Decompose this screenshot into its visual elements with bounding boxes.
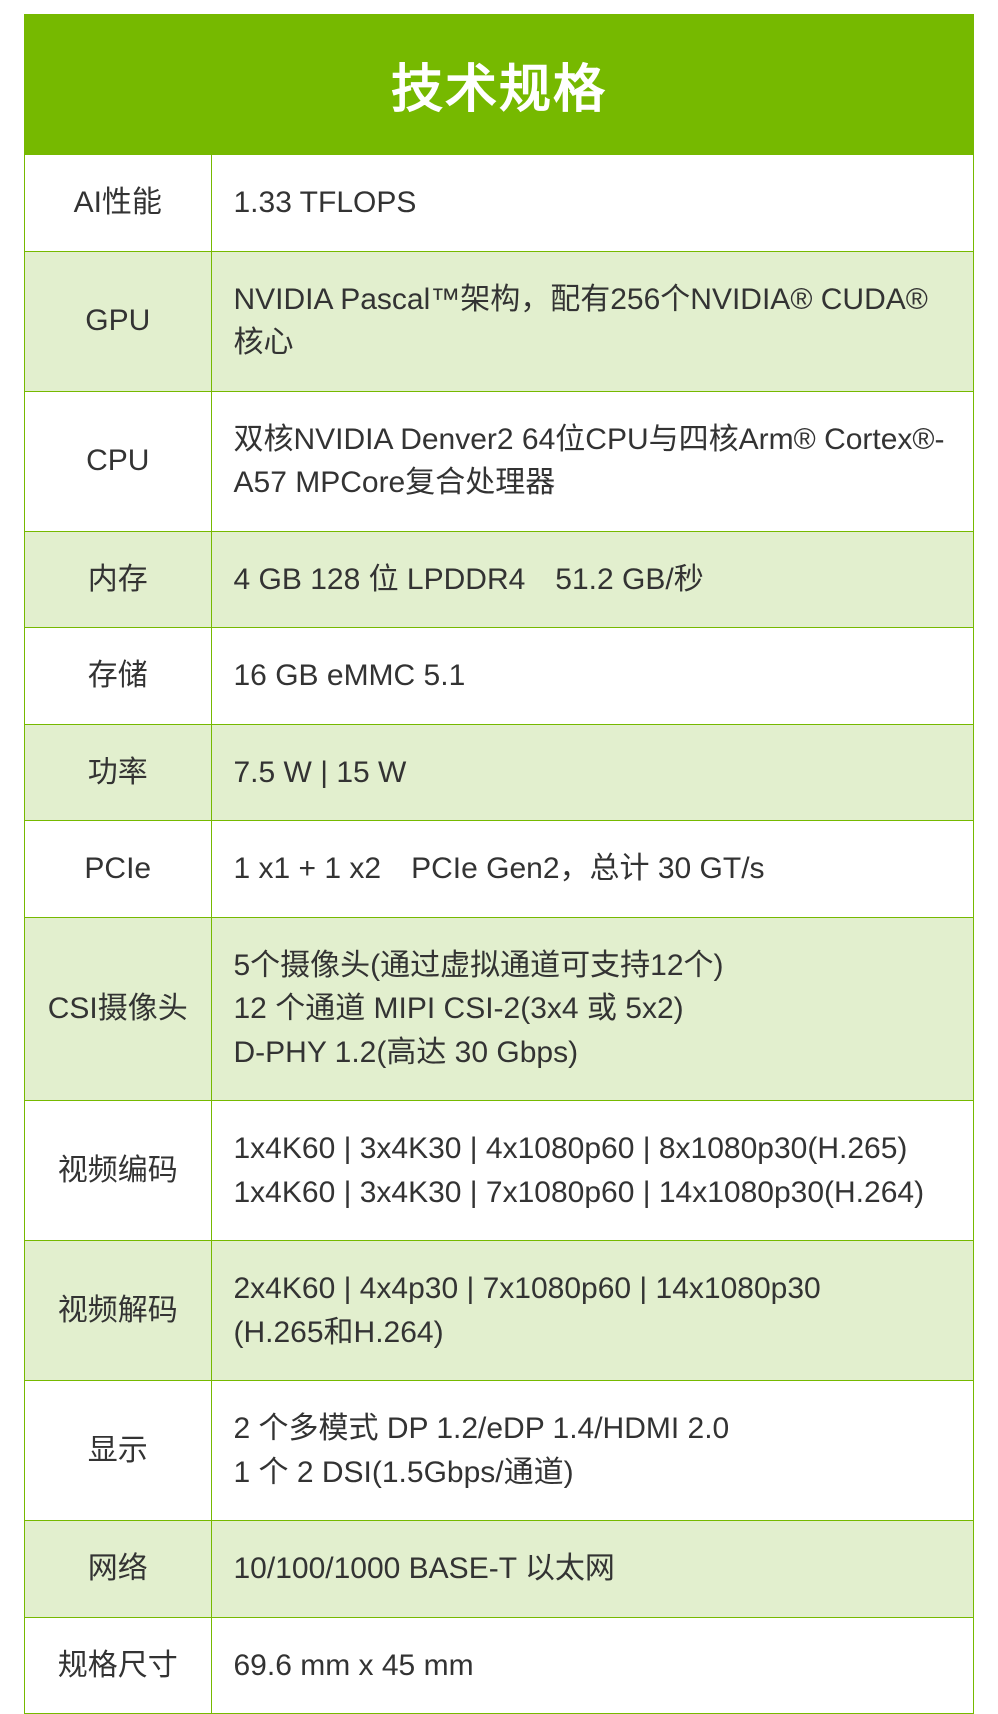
spec-row-label: GPU xyxy=(25,251,211,391)
spec-row-value: 双核NVIDIA Denver2 64位CPU与四核Arm® Cortex®-A… xyxy=(211,391,973,531)
spec-row-value: 5个摄像头(通过虚拟通道可支持12个)12 个通道 MIPI CSI-2(3x4… xyxy=(211,917,973,1101)
table-row: CSI摄像头5个摄像头(通过虚拟通道可支持12个)12 个通道 MIPI CSI… xyxy=(25,917,973,1101)
table-row: 功率7.5 W | 15 W xyxy=(25,724,973,821)
spec-container: 技术规格 AI性能1.33 TFLOPSGPUNVIDIA Pascal™架构，… xyxy=(24,14,974,1714)
spec-table-body: AI性能1.33 TFLOPSGPUNVIDIA Pascal™架构，配有256… xyxy=(25,155,973,1714)
spec-row-value: 69.6 mm x 45 mm xyxy=(211,1617,973,1713)
spec-table: AI性能1.33 TFLOPSGPUNVIDIA Pascal™架构，配有256… xyxy=(25,154,973,1713)
spec-row-label: 规格尺寸 xyxy=(25,1617,211,1713)
spec-row-label: CSI摄像头 xyxy=(25,917,211,1101)
table-row: 存储16 GB eMMC 5.1 xyxy=(25,628,973,725)
spec-row-label: 功率 xyxy=(25,724,211,821)
table-row: 显示2 个多模式 DP 1.2/eDP 1.4/HDMI 2.01 个 2 DS… xyxy=(25,1381,973,1521)
spec-row-label: CPU xyxy=(25,391,211,531)
table-row: 视频解码2x4K60 | 4x4p30 | 7x1080p60 | 14x108… xyxy=(25,1241,973,1381)
table-row: GPUNVIDIA Pascal™架构，配有256个NVIDIA® CUDA® … xyxy=(25,251,973,391)
spec-row-value: 4 GB 128 位 LPDDR4 51.2 GB/秒 xyxy=(211,531,973,628)
spec-row-value: NVIDIA Pascal™架构，配有256个NVIDIA® CUDA® 核心 xyxy=(211,251,973,391)
spec-row-label: PCIe xyxy=(25,821,211,918)
spec-row-value: 2x4K60 | 4x4p30 | 7x1080p60 | 14x1080p30… xyxy=(211,1241,973,1381)
spec-row-value: 7.5 W | 15 W xyxy=(211,724,973,821)
table-row: CPU双核NVIDIA Denver2 64位CPU与四核Arm® Cortex… xyxy=(25,391,973,531)
spec-row-label: 网络 xyxy=(25,1521,211,1618)
table-row: 视频编码1x4K60 | 3x4K30 | 4x1080p60 | 8x1080… xyxy=(25,1101,973,1241)
spec-row-value: 16 GB eMMC 5.1 xyxy=(211,628,973,725)
spec-row-value: 2 个多模式 DP 1.2/eDP 1.4/HDMI 2.01 个 2 DSI(… xyxy=(211,1381,973,1521)
table-row: 内存4 GB 128 位 LPDDR4 51.2 GB/秒 xyxy=(25,531,973,628)
spec-row-value: 1 x1 + 1 x2 PCIe Gen2，总计 30 GT/s xyxy=(211,821,973,918)
spec-row-label: 显示 xyxy=(25,1381,211,1521)
spec-row-label: AI性能 xyxy=(25,155,211,252)
spec-row-label: 内存 xyxy=(25,531,211,628)
table-row: 规格尺寸69.6 mm x 45 mm xyxy=(25,1617,973,1713)
spec-title: 技术规格 xyxy=(25,15,973,154)
table-row: 网络10/100/1000 BASE-T 以太网 xyxy=(25,1521,973,1618)
spec-row-label: 视频编码 xyxy=(25,1101,211,1241)
spec-row-value: 10/100/1000 BASE-T 以太网 xyxy=(211,1521,973,1618)
table-row: AI性能1.33 TFLOPS xyxy=(25,155,973,252)
spec-row-label: 存储 xyxy=(25,628,211,725)
spec-row-value: 1x4K60 | 3x4K30 | 4x1080p60 | 8x1080p30(… xyxy=(211,1101,973,1241)
spec-row-label: 视频解码 xyxy=(25,1241,211,1381)
spec-row-value: 1.33 TFLOPS xyxy=(211,155,973,252)
table-row: PCIe1 x1 + 1 x2 PCIe Gen2，总计 30 GT/s xyxy=(25,821,973,918)
